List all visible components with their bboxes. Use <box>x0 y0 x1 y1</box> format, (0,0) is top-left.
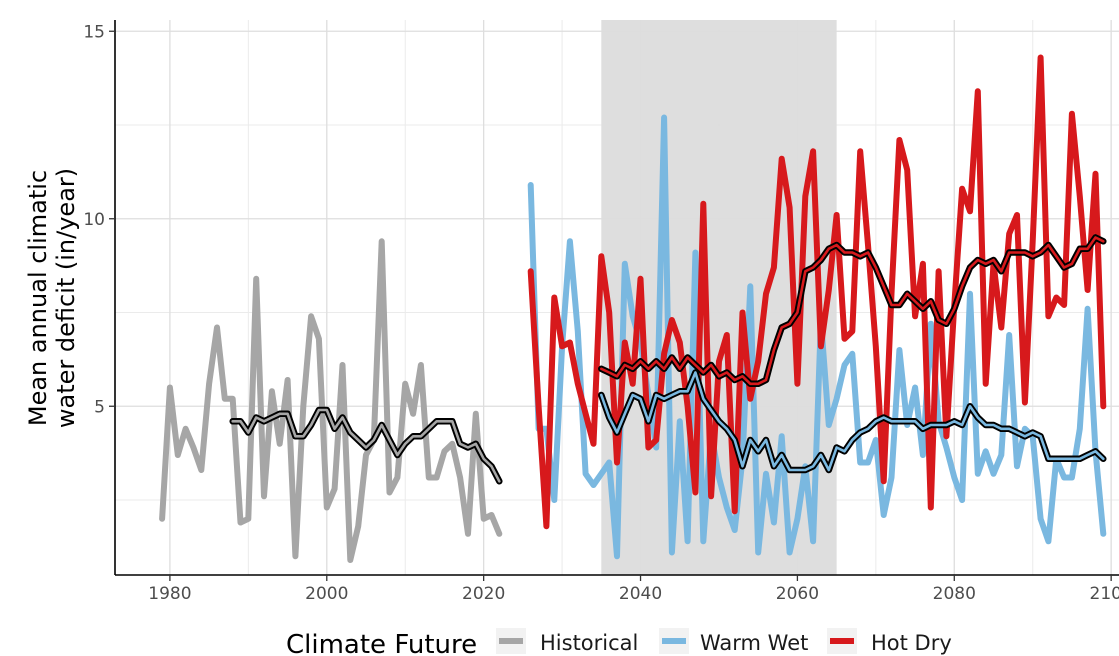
smooth-line-hot-dry <box>599 236 1105 386</box>
x-tick-label-2080: 2080 <box>933 584 976 604</box>
y-tick-label-10: 10 <box>83 210 105 230</box>
tick-layer: 1980 2000 2020 2040 2060 2080 2100 5 10 15 <box>83 22 1119 604</box>
x-tick-label-2020: 2020 <box>462 584 505 604</box>
y-axis-title: Mean annual climatic water deficit (in/y… <box>24 168 80 428</box>
series-line-hot-dry <box>527 54 1107 530</box>
legend: Climate Future Historical Warm Wet Hot D… <box>286 628 952 656</box>
x-tick-label-1980: 1980 <box>148 584 191 604</box>
series-layer <box>159 54 1107 563</box>
y-axis-title-line-2: water deficit (in/year) <box>52 168 80 428</box>
legend-entry-warm-wet: Warm Wet <box>659 628 808 655</box>
smooth-line-warm-wet <box>599 371 1105 472</box>
y-axis-title-line-1: Mean annual climatic <box>24 170 52 426</box>
legend-entry-historical: Historical <box>496 628 638 655</box>
series-line-warm-wet <box>527 114 1107 560</box>
legend-entry-hot-dry: Hot Dry <box>827 628 952 655</box>
series-line-historical <box>159 238 503 563</box>
legend-title: Climate Future <box>286 630 477 656</box>
x-tick-label-2100: 2100 <box>1090 584 1119 604</box>
x-tick-label-2000: 2000 <box>305 584 348 604</box>
x-tick-label-2040: 2040 <box>619 584 662 604</box>
legend-label-historical: Historical <box>540 631 638 655</box>
y-tick-label-5: 5 <box>94 397 105 417</box>
legend-label-warm-wet: Warm Wet <box>700 631 808 655</box>
x-tick-label-2060: 2060 <box>776 584 819 604</box>
y-tick-label-15: 15 <box>83 22 105 42</box>
legend-label-hot-dry: Hot Dry <box>871 631 952 655</box>
smooth-line-historical <box>231 408 501 483</box>
